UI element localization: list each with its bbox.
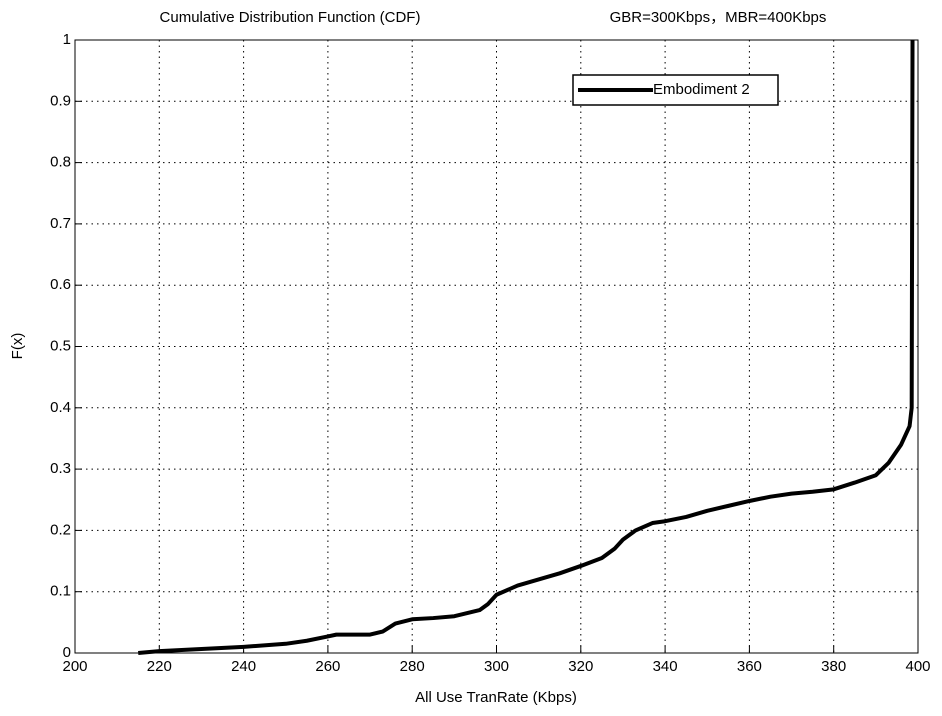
y-tick-label: 0.4 <box>50 399 71 416</box>
y-tick-label: 0.9 <box>50 92 71 109</box>
data-line <box>138 39 915 655</box>
y-tick-label: 0.1 <box>50 583 71 600</box>
x-axis-label: All Use TranRate (Kbps) <box>415 689 577 706</box>
y-tick-label: 0.5 <box>50 337 71 354</box>
plot-frame <box>74 39 919 654</box>
legend-label: Embodiment 2 <box>653 81 750 98</box>
y-axis-label: F(x) <box>9 333 26 360</box>
x-tick-label: 260 <box>315 658 340 675</box>
y-tick-label: 1 <box>63 31 71 48</box>
y-tick-label: 0.6 <box>50 276 71 293</box>
x-tick-label: 380 <box>821 658 846 675</box>
y-tick-label: 0.3 <box>50 460 71 477</box>
y-tick-label: 0 <box>63 644 71 661</box>
x-tick-label: 200 <box>62 658 87 675</box>
chart-subtitle: GBR=300Kbps，MBR=400Kbps <box>610 9 827 26</box>
x-tick-label: 220 <box>147 658 172 675</box>
y-tick-label: 0.8 <box>50 154 71 171</box>
chart-title: Cumulative Distribution Function (CDF) <box>160 9 421 26</box>
x-tick-label: 360 <box>737 658 762 675</box>
x-tick-label: 240 <box>231 658 256 675</box>
x-tick-label: 320 <box>568 658 593 675</box>
x-tick-label: 400 <box>905 658 930 675</box>
x-tick-label: 340 <box>653 658 678 675</box>
x-tick-label: 300 <box>484 658 509 675</box>
x-tick-label: 280 <box>400 658 425 675</box>
y-tick-label: 0.2 <box>50 521 71 538</box>
y-tick-label: 0.7 <box>50 215 71 232</box>
